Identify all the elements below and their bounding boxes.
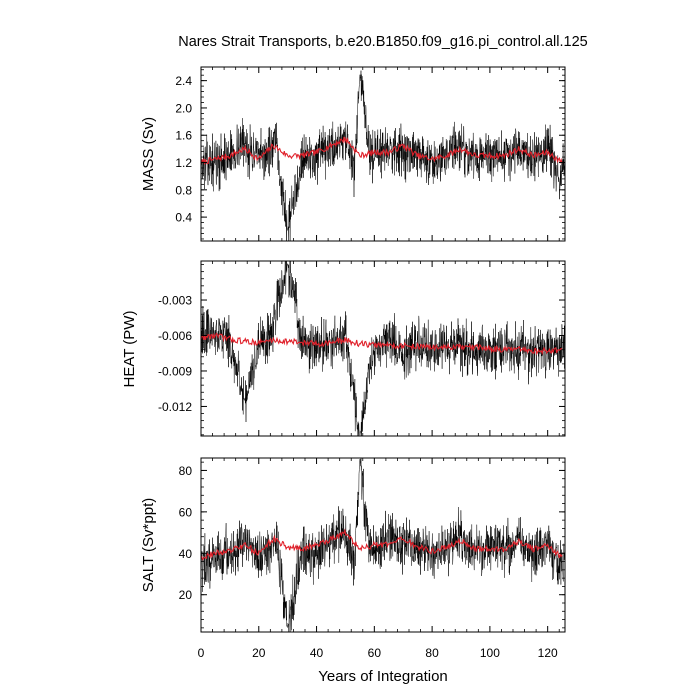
heat-plot-frame xyxy=(200,260,566,437)
mass-y-tick-label: 2.4 xyxy=(175,74,192,88)
x-tick-label: 60 xyxy=(368,646,382,660)
heat-y-tick-label: -0.003 xyxy=(158,294,192,308)
mass-y-tick-label: 1.2 xyxy=(175,156,192,170)
salt-y-tick-label: 60 xyxy=(179,505,193,519)
mass-annual-mean-series xyxy=(200,136,563,165)
mass-panel: MASS (Sv) 0.4 0.8 1.2 1.6 2.0 2.4 xyxy=(140,66,566,242)
x-tick-label: 40 xyxy=(310,646,324,660)
salt-panel: SALT (Sv*ppt) 20 40 60 80 xyxy=(140,457,566,633)
x-tick-label: 120 xyxy=(538,646,558,660)
heat-y-tick-label: -0.006 xyxy=(158,329,192,343)
x-tick-label: 0 xyxy=(198,646,205,660)
mass-y-axis-label: MASS (Sv) xyxy=(140,117,157,191)
mass-plot-frame xyxy=(200,66,566,242)
x-axis: 0 20 40 60 80 100 120 xyxy=(198,646,558,660)
heat-annual-mean-series xyxy=(200,332,563,356)
chart-title: Nares Strait Transports, b.e20.B1850.f09… xyxy=(178,34,587,50)
salt-y-tick-label: 20 xyxy=(179,588,193,602)
x-tick-label: 80 xyxy=(425,646,439,660)
mass-y-tick-label: 1.6 xyxy=(175,129,192,143)
mass-y-tick-label: 2.0 xyxy=(175,101,192,115)
x-tick-label: 100 xyxy=(480,646,500,660)
x-tick-label: 20 xyxy=(252,646,266,660)
heat-y-tick-label: -0.012 xyxy=(158,400,192,414)
heat-y-tick-label: -0.009 xyxy=(158,364,192,378)
salt-y-tick-label: 40 xyxy=(179,547,193,561)
mass-y-tick-label: 0.4 xyxy=(175,211,192,225)
mass-y-tick-label: 0.8 xyxy=(175,183,192,197)
heat-y-axis-label: HEAT (PW) xyxy=(121,311,138,388)
mass-monthly-series xyxy=(200,70,566,242)
x-axis-label: Years of Integration xyxy=(318,668,448,685)
heat-panel: HEAT (PW) -0.012 -0.009 -0.006 -0.003 xyxy=(121,260,566,437)
salt-annual-mean-series xyxy=(200,528,563,561)
salt-y-axis-label: SALT (Sv*ppt) xyxy=(140,498,157,592)
salt-y-tick-label: 80 xyxy=(179,464,193,478)
